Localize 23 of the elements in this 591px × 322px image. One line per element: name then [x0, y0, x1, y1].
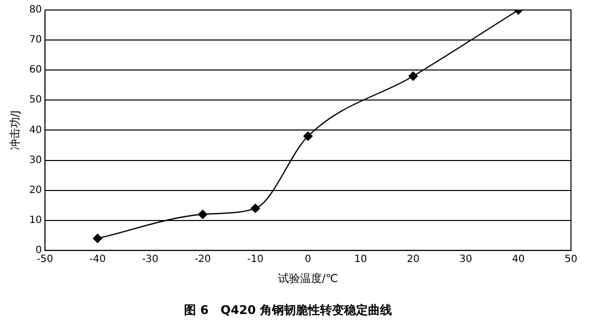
y-tick-label: 50 — [29, 94, 42, 106]
y-tick-label: 70 — [29, 34, 42, 46]
x-tick-label: 30 — [459, 254, 472, 265]
x-tick-label: 10 — [354, 254, 367, 265]
x-tick-label: -30 — [142, 254, 158, 265]
x-tick-label: -50 — [36, 254, 54, 265]
y-tick-label: 30 — [29, 154, 42, 166]
x-tick-label: -10 — [247, 254, 264, 265]
y-tick-label: 10 — [29, 214, 42, 226]
y-axis-title: 冲击功/J — [8, 110, 22, 150]
x-tick-label: 20 — [406, 254, 420, 265]
y-tick-label: 80 — [29, 4, 42, 16]
y-tick-label: 0 — [36, 244, 42, 256]
x-tick-label: 50 — [564, 254, 578, 265]
x-axis-title: 试验温度/℃ — [278, 272, 338, 285]
x-tick-label: -40 — [89, 254, 106, 265]
y-tick-label: 60 — [29, 64, 42, 76]
x-tick-label: -20 — [194, 254, 211, 265]
y-tick-label: 20 — [29, 184, 42, 196]
x-tick-label: 0 — [304, 254, 312, 265]
text: 图 6 Q420 角钢韧脆性转变稳定曲线 — [184, 302, 392, 317]
y-tick-label: 40 — [29, 124, 42, 136]
x-tick-label: 40 — [512, 254, 525, 265]
